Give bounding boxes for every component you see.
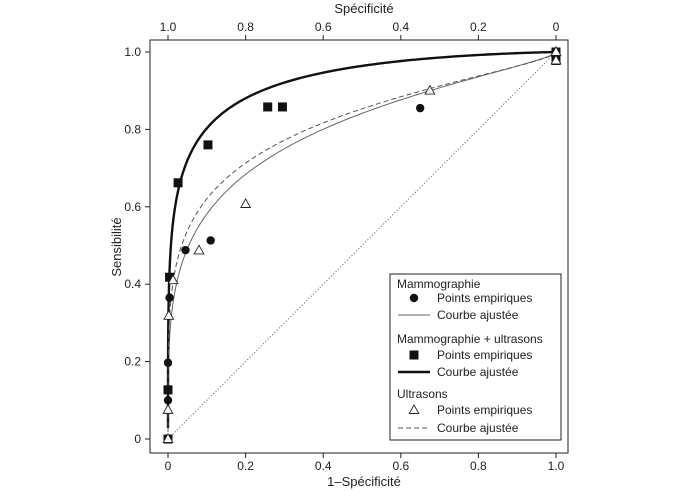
point-mammo (163, 396, 173, 405)
point-combo (277, 102, 287, 112)
top-x-tick-label: 0.6 (315, 20, 332, 34)
y-tick-label: 0.6 (124, 200, 141, 214)
point-mammo (206, 236, 215, 245)
y-tick-label: 0 (134, 432, 141, 446)
point-us (163, 309, 175, 320)
point-mammo (165, 293, 174, 302)
point-combo (263, 102, 273, 112)
legend-label-fit: Courbe ajustée (437, 308, 519, 322)
point-us (167, 274, 179, 285)
y-axis-title: Sensibilité (109, 217, 124, 276)
point-mammo (163, 358, 173, 367)
legend-title-ultrasons: Ultrasons (397, 387, 448, 401)
legend-title-mammographie: Mammographie (397, 277, 481, 291)
legend-label-points: Points empiriques (437, 403, 532, 417)
legend: Mammographie Points empiriques Courbe aj… (389, 273, 562, 441)
point-combo (163, 385, 173, 395)
top-axis-title: Spécificité (334, 1, 393, 16)
x-tick-label: 0.2 (237, 459, 254, 473)
point-mammo (416, 103, 425, 113)
legend-label-points: Points empiriques (437, 291, 532, 305)
y-tick-label: 0.8 (124, 122, 141, 136)
y-tick-label: 0.4 (124, 277, 141, 291)
legend-marker-square (409, 350, 419, 360)
x-axis-title: 1–Spécificité (327, 474, 401, 489)
point-us (424, 84, 436, 95)
x-tick-label: 0 (165, 459, 172, 473)
point-us (240, 197, 252, 208)
y-tick-label: 1.0 (124, 45, 141, 59)
point-mammo (181, 245, 190, 255)
top-x-tick-label: 0.4 (392, 20, 409, 34)
point-us (193, 244, 205, 255)
point-combo (165, 272, 175, 282)
x-tick-label: 1.0 (548, 459, 565, 473)
legend-label-fit: Courbe ajustée (437, 365, 519, 379)
empirical-points (162, 45, 562, 444)
plot-frame (149, 39, 569, 454)
x-tick-label: 0.6 (392, 459, 409, 473)
top-x-tick-label: 0 (553, 20, 560, 34)
legend-label-points: Points empiriques (437, 348, 532, 362)
point-combo (173, 178, 183, 188)
point-combo (203, 140, 213, 150)
top-x-tick-label: 0.2 (470, 20, 487, 34)
point-us (162, 432, 174, 443)
point-us (550, 54, 562, 65)
legend-marker-circle (409, 293, 419, 303)
top-x-tick-label: 0.8 (237, 20, 254, 34)
legend-label-fit: Courbe ajustée (437, 421, 519, 435)
legend-title-combo: Mammographie + ultrasons (397, 332, 543, 346)
x-tick-label: 0.4 (315, 459, 332, 473)
legend-marker-triangle (408, 404, 420, 414)
top-x-tick-label: 1.0 (160, 20, 177, 34)
y-tick-label: 0.2 (124, 355, 141, 369)
axes: 0 0.2 0.4 0.6 0.8 1.0 1.0 0.8 0.6 0.4 0.2 0 0 0.2 0.4 0… (124, 20, 564, 473)
point-us (162, 403, 174, 414)
point-us (550, 45, 562, 56)
x-tick-label: 0.8 (470, 459, 487, 473)
